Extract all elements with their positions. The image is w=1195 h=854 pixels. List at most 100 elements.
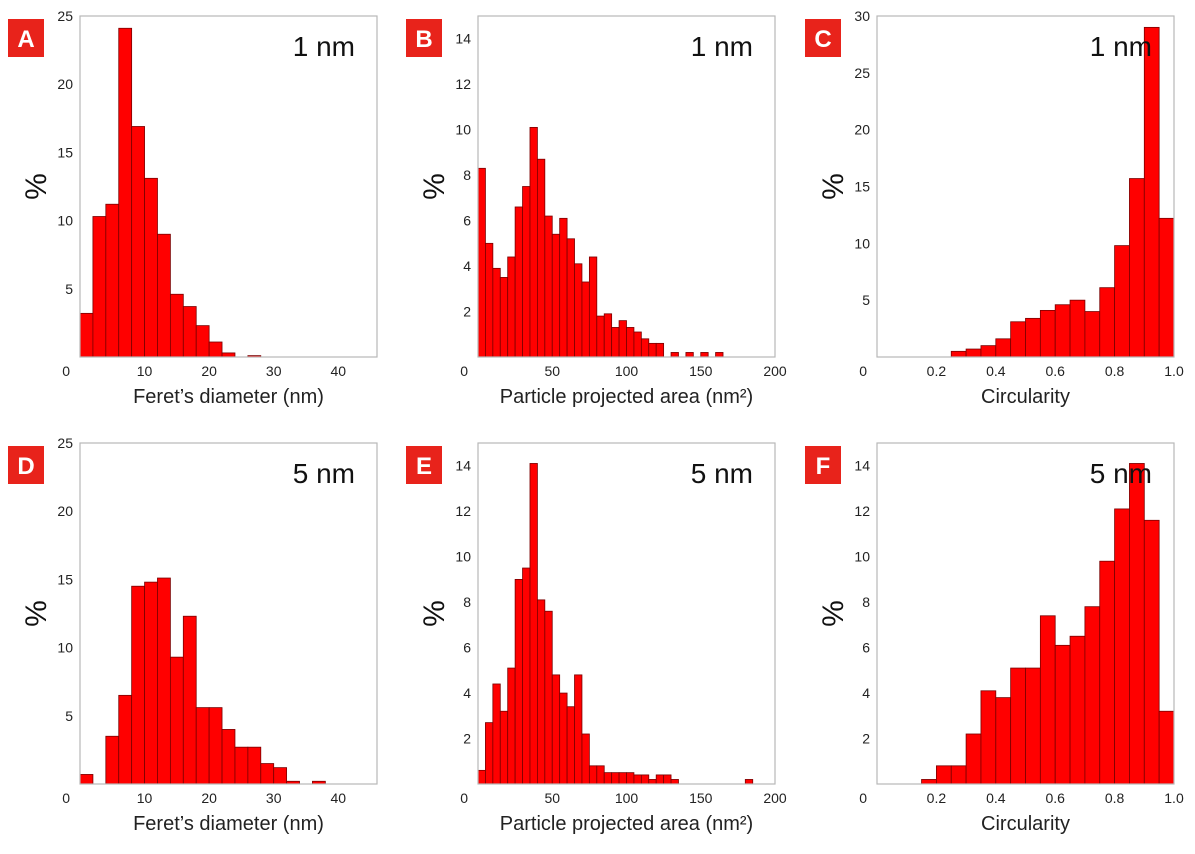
bar [633, 331, 642, 358]
bar [507, 667, 516, 785]
bar [626, 772, 635, 785]
bar [544, 610, 553, 785]
x-tick-label: 40 [330, 790, 346, 806]
plot-frame [477, 15, 776, 358]
x-tick-label: 0.2 [927, 790, 947, 806]
x-tick-label: 10 [137, 363, 153, 379]
origin-tick-label: 0 [859, 363, 867, 379]
bar [169, 293, 184, 358]
panel-letter-d: D [17, 453, 34, 480]
x-tick-label: 50 [544, 363, 560, 379]
bar [640, 774, 650, 785]
bar [522, 567, 531, 785]
panel-title: 1 nm [1090, 31, 1152, 62]
y-tick-label: 12 [455, 503, 471, 519]
bar [499, 277, 509, 358]
bar [144, 581, 158, 785]
bar [492, 683, 501, 785]
y-tick-label: 10 [57, 640, 73, 656]
bar [1025, 317, 1041, 358]
plot-frame [79, 15, 378, 358]
bar [529, 463, 538, 785]
bar [79, 312, 94, 358]
bar [507, 256, 516, 358]
panel-d: 0 5 10 15 20 25 10 20 30 40 Feret’s diameter (nm)%… [0, 427, 398, 854]
bar [477, 167, 486, 358]
panel-f: 0 2 4 6 8 10 12 14 0.2 0.4 0.6 0.8 1.0 Circularity% 5 … [797, 427, 1195, 854]
bar [581, 733, 590, 785]
bar [536, 158, 546, 358]
x-tick-label: 50 [544, 790, 560, 806]
bar [514, 578, 523, 785]
bar [611, 327, 620, 358]
bar [596, 765, 605, 785]
x-tick-label: 100 [615, 790, 639, 806]
y-tick-label: 10 [854, 549, 870, 565]
y-tick-label: 15 [57, 144, 73, 160]
bar [79, 774, 94, 785]
bar [477, 769, 486, 785]
histogram-f: 0 2 4 6 8 10 12 14 0.2 0.4 0.6 0.8 1.0 Circularity% 5 … [805, 442, 1184, 835]
y-axis-label: % [817, 600, 850, 627]
origin-tick-label: 0 [62, 363, 70, 379]
panel-letter-badge: E [406, 446, 442, 484]
bar [195, 325, 210, 358]
bar [144, 177, 158, 358]
bar [1054, 644, 1071, 785]
bar [670, 779, 679, 785]
x-tick-label: 20 [201, 790, 217, 806]
bar [611, 772, 620, 785]
bar [588, 256, 598, 358]
bar [744, 779, 754, 785]
bar [536, 599, 546, 785]
bar [588, 765, 598, 785]
x-tick-label: 1.0 [1164, 790, 1184, 806]
bar [1084, 311, 1101, 358]
y-tick-label: 12 [854, 503, 870, 519]
y-tick-label: 10 [854, 235, 870, 251]
x-tick-label: 30 [266, 790, 282, 806]
bar [685, 352, 694, 358]
histogram-b: 0 2 4 6 8 10 12 14 50 100 150 200 Particle projected… [406, 15, 787, 408]
origin-tick-label: 0 [62, 790, 70, 806]
y-tick-label: 25 [57, 435, 73, 451]
y-tick-label: 30 [854, 8, 870, 24]
bar [492, 267, 501, 358]
bar [655, 342, 665, 358]
y-tick-label: 12 [455, 76, 471, 92]
panel-title: 5 nm [293, 458, 355, 489]
bar [499, 710, 509, 785]
bar [603, 772, 613, 785]
x-tick-label: 1.0 [1164, 363, 1184, 379]
bar [559, 692, 568, 785]
x-axis-label: Circularity [981, 813, 1070, 835]
bar [950, 765, 967, 785]
bar [1054, 304, 1071, 358]
plot-frame [79, 442, 378, 785]
y-tick-label: 6 [463, 213, 471, 229]
panel-letter-c: C [814, 26, 831, 53]
bar [195, 707, 210, 785]
panel-letter-badge: B [406, 19, 442, 57]
bar [131, 126, 145, 358]
bar [596, 315, 605, 358]
bar [663, 774, 672, 785]
panel-title: 5 nm [691, 458, 753, 489]
bar [618, 772, 627, 785]
bar [965, 348, 982, 358]
origin-tick-label: 0 [859, 790, 867, 806]
x-axis-label: Feret’s diameter (nm) [133, 813, 324, 835]
bar [1129, 178, 1145, 358]
x-tick-label: 0.4 [986, 790, 1006, 806]
panel-letter-badge: D [8, 446, 44, 484]
panel-letter-badge: A [8, 19, 44, 57]
bar [626, 327, 635, 358]
y-tick-label: 25 [854, 65, 870, 81]
bar [1129, 463, 1145, 785]
panel-title: 1 nm [293, 31, 355, 62]
y-tick-label: 10 [455, 122, 471, 138]
bar [1143, 26, 1160, 358]
bar [921, 779, 937, 785]
origin-tick-label: 0 [460, 363, 468, 379]
bar [935, 765, 952, 785]
